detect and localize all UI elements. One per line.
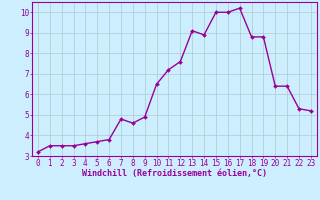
X-axis label: Windchill (Refroidissement éolien,°C): Windchill (Refroidissement éolien,°C) — [82, 169, 267, 178]
